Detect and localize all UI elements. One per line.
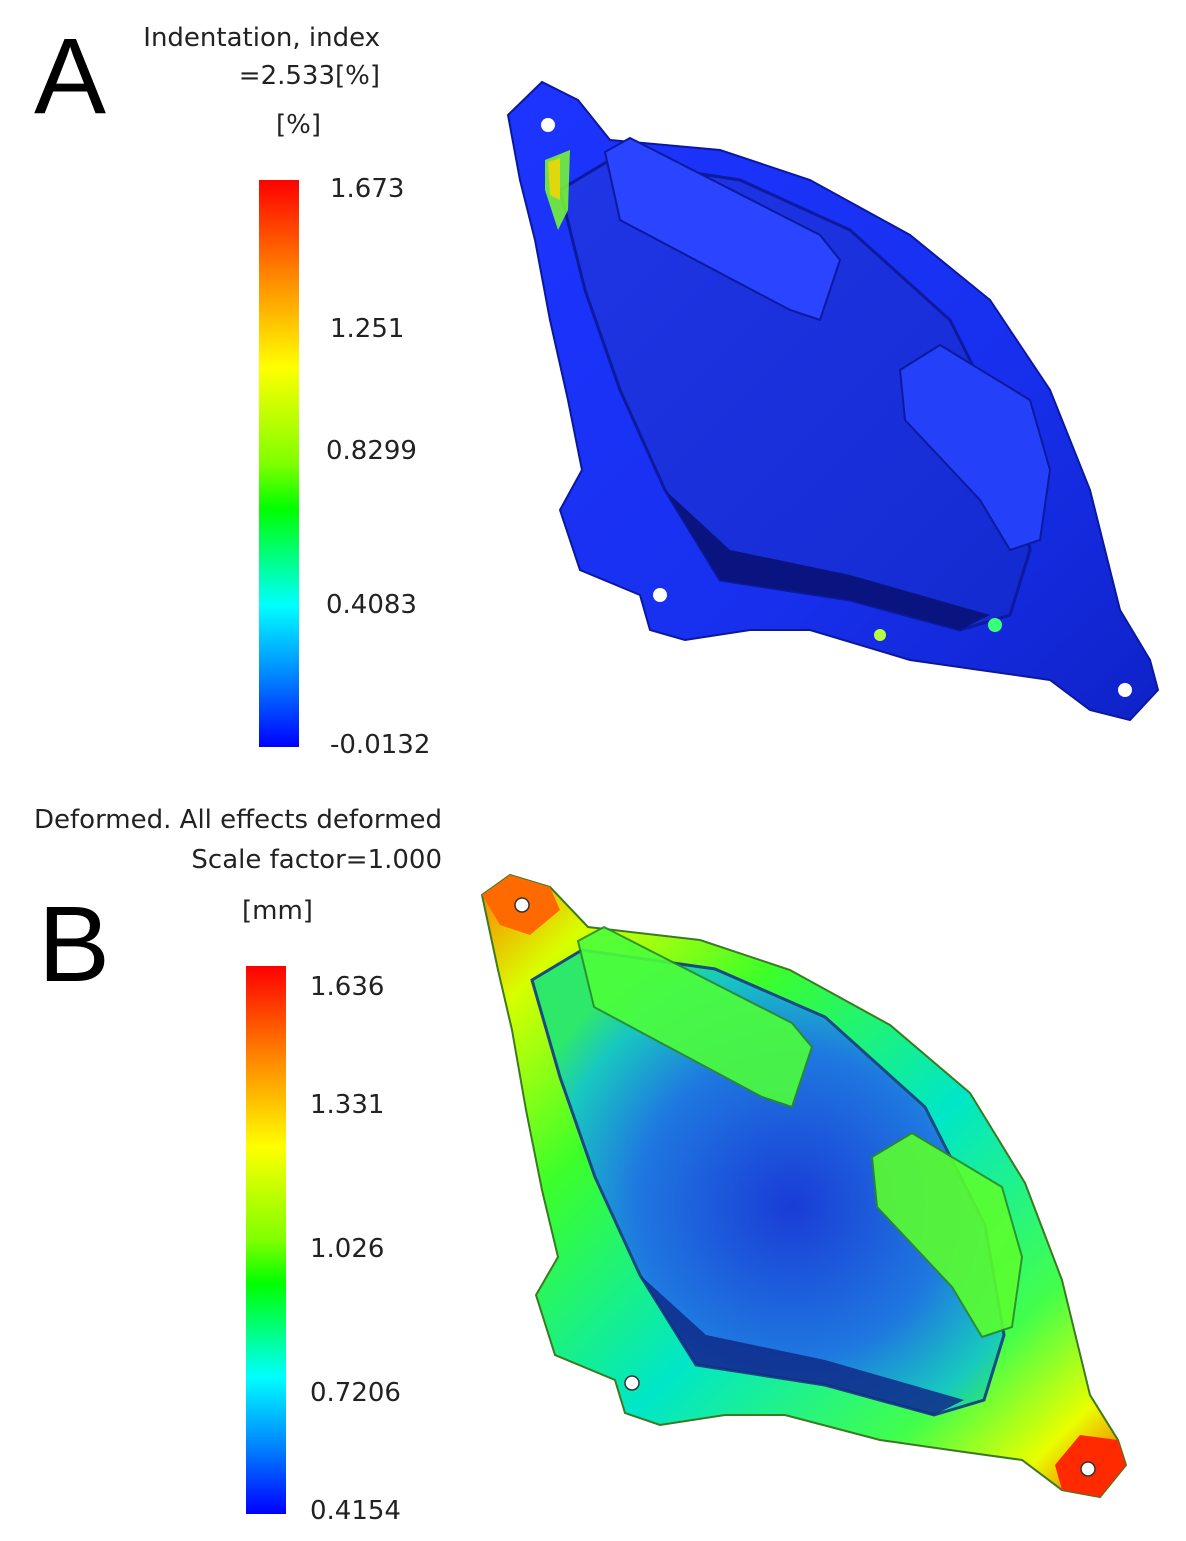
colorbar-tick-label: 1.026 <box>310 1234 385 1264</box>
colorbar-tick-label: 1.673 <box>330 174 405 204</box>
part-contour-render-b <box>480 873 1128 1499</box>
colorbar-tick-label: 0.4154 <box>310 1496 401 1526</box>
legend-title-line-1: Deformed. All effects deformed <box>34 805 442 835</box>
colorbar-tick-label: 1.251 <box>330 314 405 344</box>
color-scale-bar <box>246 966 286 1514</box>
legend-title-line-2: Scale factor=1.000 <box>191 845 442 875</box>
legend-title-line-1: Indentation, index <box>143 23 380 53</box>
panel-a: A Indentation, index =2.533[%] [%] 1.673… <box>0 0 1186 770</box>
colorbar-tick-label: 0.4083 <box>326 590 417 620</box>
color-scale-bar <box>259 180 299 747</box>
colorbar-tick-label: 0.8299 <box>326 436 417 466</box>
part-contour-render-a <box>506 80 1160 722</box>
legend-unit-label: [mm] <box>242 896 313 926</box>
colorbar-tick-label: -0.0132 <box>330 730 431 760</box>
panel-b: B Deformed. All effects deformed Scale f… <box>0 790 1186 1541</box>
colorbar-tick-label: 1.636 <box>310 972 385 1002</box>
legend-unit-label: [%] <box>276 110 321 140</box>
colorbar-tick-label: 0.7206 <box>310 1378 401 1408</box>
legend-title-line-2: =2.533[%] <box>238 61 380 91</box>
colorbar-tick-label: 1.331 <box>310 1090 385 1120</box>
panel-letter: B <box>38 883 111 1004</box>
panel-letter: A <box>34 15 107 136</box>
